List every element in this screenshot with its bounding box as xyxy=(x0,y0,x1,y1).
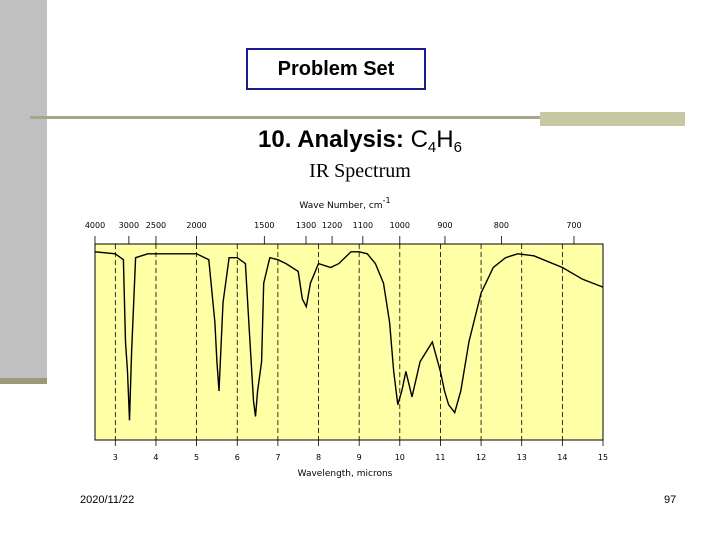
header-rule xyxy=(30,116,540,119)
wavelength-label: Wavelength, microns xyxy=(298,469,393,479)
problem-set-title: Problem Set xyxy=(246,48,426,90)
sidebar-strip xyxy=(0,0,47,384)
top-tick-label: 2000 xyxy=(186,221,206,230)
bottom-tick-label: 4 xyxy=(153,453,158,462)
spectrum-subheading: IR Spectrum xyxy=(309,160,411,182)
bottom-tick-label: 12 xyxy=(476,453,486,462)
header-rule-accent xyxy=(540,112,685,126)
top-tick-label: 1200 xyxy=(322,221,342,230)
top-tick-label: 800 xyxy=(494,221,509,230)
top-tick-label: 2500 xyxy=(146,221,166,230)
top-tick-label: 4000 xyxy=(85,221,105,230)
tick-marks xyxy=(94,236,604,446)
bottom-tick-label: 6 xyxy=(235,453,240,462)
slide-heading: 10. Analysis: C4H6 xyxy=(0,126,720,156)
top-tick-label: 3000 xyxy=(119,221,139,230)
plot-frame xyxy=(94,243,604,441)
bottom-tick-labels: 3 4 5 6 7 8 9 10 11 12 13 14 15 xyxy=(113,453,608,462)
formula-h-sub: 6 xyxy=(453,139,462,156)
bottom-tick-label: 9 xyxy=(357,453,362,462)
bottom-tick-label: 5 xyxy=(194,453,199,462)
bottom-tick-label: 15 xyxy=(598,453,608,462)
top-tick-label: 1000 xyxy=(390,221,410,230)
bottom-tick-label: 10 xyxy=(395,453,405,462)
bottom-tick-label: 13 xyxy=(517,453,527,462)
top-tick-label: 1100 xyxy=(353,221,373,230)
spectrum-line xyxy=(94,251,604,421)
top-tick-label: 700 xyxy=(566,221,581,230)
footer-date: 2020/11/22 xyxy=(80,494,135,506)
plot-area xyxy=(95,244,603,440)
heading-label: 10. Analysis: xyxy=(258,126,404,153)
formula-h: H xyxy=(436,126,454,153)
bottom-tick-label: 7 xyxy=(275,453,280,462)
page-number: 97 xyxy=(664,494,677,506)
formula-c: C xyxy=(410,126,428,153)
bottom-tick-label: 14 xyxy=(557,453,567,462)
bottom-tick-label: 3 xyxy=(113,453,118,462)
wave-number-label: Wave Number, cm-1 xyxy=(299,196,390,211)
bottom-tick-label: 11 xyxy=(435,453,445,462)
grid-lines xyxy=(114,244,604,440)
top-tick-label: 1500 xyxy=(254,221,274,230)
bottom-tick-label: 8 xyxy=(316,453,321,462)
top-tick-label: 900 xyxy=(437,221,452,230)
formula: C4H6 xyxy=(410,126,462,156)
sidebar-edge xyxy=(0,378,47,384)
formula-c-sub: 4 xyxy=(427,139,437,156)
top-tick-label: 1300 xyxy=(296,221,316,230)
top-tick-labels: 4000 3000 2500 2000 1500 1300 1200 1100 1000 900 8… xyxy=(85,221,582,230)
